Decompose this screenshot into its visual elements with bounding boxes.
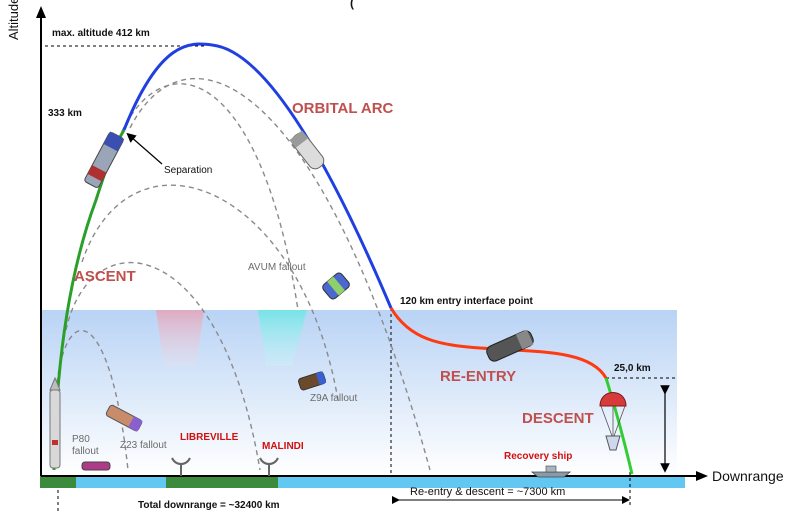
- land-segment-left: [40, 476, 76, 488]
- spacecraft-icon: [289, 130, 325, 170]
- spacecraft-icon: [486, 329, 534, 362]
- y-axis-label: Altitude: [6, 0, 21, 40]
- land-segment-africa: [166, 476, 278, 488]
- rocket-icon: [49, 376, 61, 469]
- antenna-icon: [259, 457, 279, 476]
- x-axis-label: Downrange: [712, 468, 784, 484]
- reentry-descent-range-label: Re-entry & descent = ~7300 km: [410, 486, 566, 498]
- phase-orbital-arc: ORBITAL ARC: [292, 100, 394, 117]
- phase-ascent: ASCENT: [74, 268, 136, 285]
- impact-zone-z23: [156, 310, 204, 366]
- impact-zone-z9a: [258, 310, 307, 366]
- entry-interface-label: 120 km entry interface point: [400, 296, 533, 307]
- descent-trajectory: [604, 377, 634, 475]
- ground-strip: [40, 476, 685, 488]
- parachute-icon: [599, 392, 627, 451]
- spacecraft-icon: [105, 404, 143, 432]
- atmosphere-band: [40, 310, 677, 475]
- separation-label: Separation: [164, 165, 213, 176]
- parachute-altitude-label: 25,0 km: [614, 363, 651, 374]
- avum-fallout-label: AVUM fallout: [248, 262, 306, 273]
- separation-altitude-label: 333 km: [48, 108, 82, 119]
- recovery-ship-label: Recovery ship: [504, 451, 573, 462]
- z9a-fallout-label: Z9A fallout: [310, 393, 358, 404]
- antenna-icon: [171, 457, 191, 476]
- spacecraft-icon: [81, 461, 111, 471]
- fallout-trajectory-upper-stage: [117, 83, 299, 311]
- page-title-fragment: (: [350, 0, 354, 10]
- fallout-trajectory-avum: [129, 77, 431, 471]
- x-axis-arrow: [696, 471, 708, 481]
- phase-descent: DESCENT: [522, 410, 594, 427]
- ship-icon: [530, 465, 572, 478]
- fallout-trajectory-z9a: [81, 184, 339, 401]
- spacecraft-icon: [84, 131, 125, 188]
- spacecraft-icon: [322, 272, 350, 300]
- p80-fallout-label: P80 fallout: [72, 434, 99, 457]
- z23-fallout-label: Z23 fallout: [120, 440, 167, 451]
- malindi-label: MALINDI: [262, 441, 304, 452]
- phase-reentry: RE-ENTRY: [440, 368, 517, 385]
- max-altitude-label: max. altitude 412 km: [52, 28, 150, 39]
- libreville-label: LIBREVILLE: [180, 432, 239, 443]
- reentry-trajectory: [389, 307, 608, 379]
- total-downrange-label: Total downrange = ~32400 km: [138, 500, 280, 511]
- spacecraft-icon: [298, 371, 327, 391]
- fallout-trajectory-z23: [65, 261, 261, 471]
- separation-pointer: [126, 132, 163, 165]
- y-axis-arrow: [36, 6, 46, 18]
- orbital-arc-trajectory: [122, 42, 393, 309]
